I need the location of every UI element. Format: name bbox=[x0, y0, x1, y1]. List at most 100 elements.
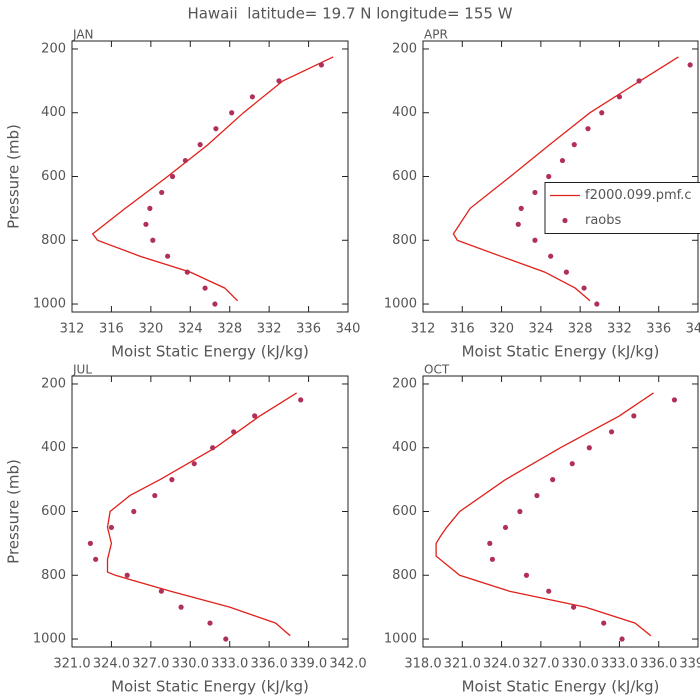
raob-point bbox=[213, 126, 219, 132]
x-axis-label: Moist Static Energy (kJ/kg) bbox=[462, 678, 660, 696]
x-tick-label: 324 bbox=[178, 322, 203, 337]
raob-point bbox=[581, 285, 587, 291]
y-axis-label: Pressure (mb) bbox=[5, 124, 23, 229]
figure-title: Hawaii latitude= 19.7 N longitude= 155 W bbox=[187, 5, 512, 23]
x-tick-label: 324 bbox=[528, 322, 553, 337]
model-line bbox=[91, 56, 334, 302]
y-tick-label: 200 bbox=[41, 376, 66, 391]
raob-point bbox=[671, 397, 678, 403]
raob-point bbox=[165, 253, 171, 259]
y-tick-label: 1000 bbox=[33, 632, 66, 647]
y-tick-label: 400 bbox=[41, 105, 66, 120]
raob-point bbox=[616, 94, 623, 100]
x-tick-label: 339.0 bbox=[679, 657, 700, 672]
raob-point bbox=[276, 78, 282, 84]
x-axis-label: Moist Static Energy (kJ/kg) bbox=[111, 343, 309, 361]
raob-point bbox=[517, 508, 523, 515]
raob-point bbox=[487, 540, 493, 546]
raob-point bbox=[147, 205, 153, 211]
x-tick-label: 333.0 bbox=[211, 657, 248, 672]
panel-label: JAN bbox=[72, 28, 94, 42]
y-tick-label: 200 bbox=[392, 376, 417, 391]
y-tick-label: 600 bbox=[392, 504, 417, 519]
y-tick-label: 400 bbox=[41, 440, 66, 455]
x-tick-label: 312 bbox=[411, 322, 436, 337]
y-tick-label: 1000 bbox=[33, 297, 66, 312]
raob-point bbox=[532, 237, 538, 243]
raob-point bbox=[182, 157, 188, 164]
raob-point bbox=[631, 413, 637, 419]
y-tick-label: 800 bbox=[41, 233, 66, 248]
raob-point bbox=[207, 620, 213, 626]
x-tick-label: 320 bbox=[489, 322, 514, 337]
y-tick-label: 600 bbox=[41, 504, 66, 519]
raob-point bbox=[518, 205, 524, 211]
raob-point bbox=[158, 588, 164, 594]
raob-point bbox=[559, 157, 566, 164]
raob-point bbox=[569, 461, 575, 467]
x-tick-label: 328 bbox=[217, 322, 242, 337]
x-tick-label: 327.0 bbox=[522, 657, 559, 672]
x-tick-label: 332 bbox=[607, 322, 632, 337]
y-axis-label: Pressure (mb) bbox=[5, 459, 23, 564]
x-tick-label: 340 bbox=[336, 322, 361, 337]
y-tick-label: 1000 bbox=[384, 297, 417, 312]
x-tick-label: 340 bbox=[686, 322, 700, 337]
raob-point bbox=[159, 189, 165, 196]
raob-point bbox=[169, 477, 175, 483]
legend-label: f2000.099.pmf.c bbox=[585, 188, 692, 203]
plot-frame bbox=[71, 375, 349, 648]
raob-point bbox=[548, 253, 554, 259]
panel-label: APR bbox=[424, 28, 448, 42]
x-tick-label: 336 bbox=[296, 322, 321, 337]
raob-point bbox=[152, 492, 158, 499]
raob-point bbox=[563, 269, 569, 275]
y-tick-label: 400 bbox=[392, 440, 417, 455]
legend-box bbox=[544, 182, 700, 234]
x-tick-label: 327.0 bbox=[132, 657, 169, 672]
raob-point bbox=[108, 524, 115, 531]
x-tick-label: 324.0 bbox=[93, 657, 130, 672]
raob-point bbox=[585, 126, 591, 132]
x-tick-label: 330.0 bbox=[562, 657, 599, 672]
panel-label: OCT bbox=[424, 363, 450, 377]
raob-point bbox=[532, 189, 538, 196]
raob-point bbox=[210, 445, 216, 451]
x-tick-label: 330.0 bbox=[172, 657, 209, 672]
y-tick-label: 1000 bbox=[384, 632, 417, 647]
y-tick-label: 800 bbox=[392, 568, 417, 583]
raob-point bbox=[619, 636, 625, 642]
x-tick-label: 328 bbox=[568, 322, 593, 337]
x-tick-label: 332 bbox=[257, 322, 282, 337]
x-tick-label: 333.0 bbox=[601, 657, 638, 672]
model-line bbox=[106, 392, 298, 637]
x-tick-label: 324.0 bbox=[483, 657, 520, 672]
x-tick-label: 320 bbox=[138, 322, 163, 337]
raob-point bbox=[249, 94, 255, 100]
raob-point bbox=[143, 221, 149, 227]
y-tick-label: 200 bbox=[41, 41, 66, 56]
raob-point bbox=[202, 285, 208, 291]
x-tick-label: 339.0 bbox=[290, 657, 327, 672]
panel-label: JUL bbox=[72, 363, 92, 377]
raob-point bbox=[599, 110, 605, 116]
raob-point bbox=[546, 173, 552, 180]
raob-point bbox=[523, 572, 530, 578]
raob-point bbox=[150, 237, 156, 243]
model-line bbox=[435, 392, 654, 637]
raob-point bbox=[502, 524, 509, 531]
raob-point bbox=[586, 445, 592, 451]
y-tick-label: 800 bbox=[41, 568, 66, 583]
x-tick-label: 316 bbox=[99, 322, 124, 337]
raob-point bbox=[231, 429, 237, 435]
raob-point bbox=[570, 604, 577, 610]
legend-label: raobs bbox=[585, 213, 622, 228]
x-tick-label: 336 bbox=[646, 322, 671, 337]
raob-point bbox=[229, 110, 235, 116]
raob-point bbox=[571, 142, 577, 148]
y-tick-label: 600 bbox=[41, 169, 66, 184]
x-tick-label: 336.0 bbox=[251, 657, 288, 672]
raob-point bbox=[93, 556, 99, 562]
raob-point bbox=[534, 492, 540, 499]
